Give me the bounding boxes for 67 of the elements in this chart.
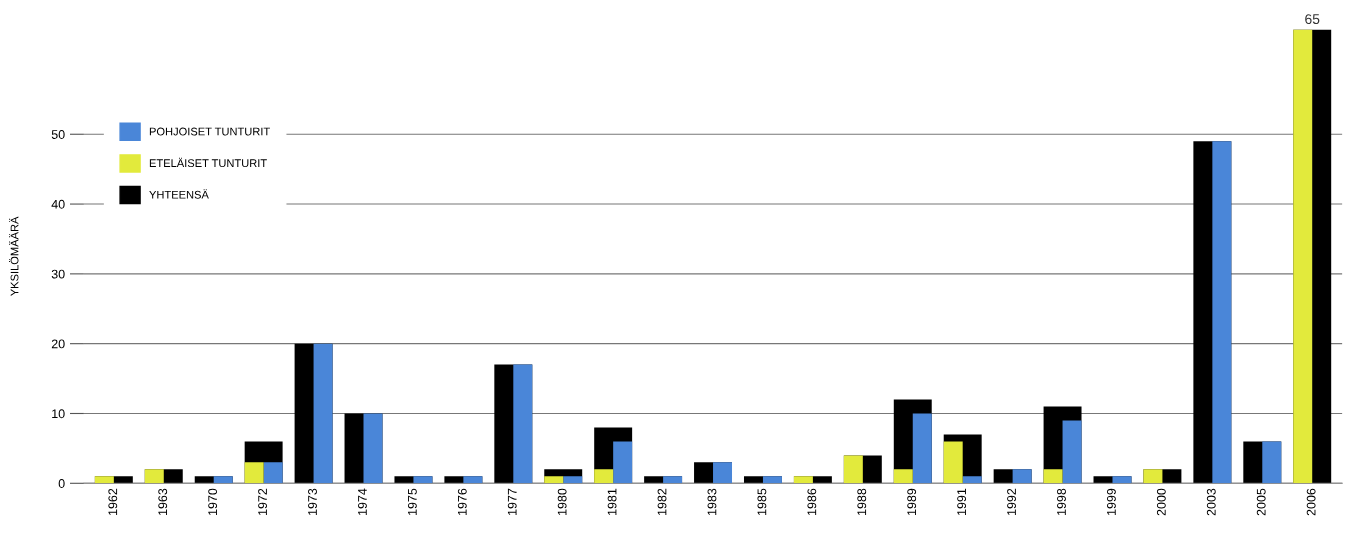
x-tick-label: 2005 <box>1256 488 1266 516</box>
bar <box>594 469 614 484</box>
x-tick-label: 1980 <box>557 488 567 516</box>
x-tick-label: 1973 <box>308 488 317 516</box>
bar <box>843 455 863 484</box>
bar <box>893 469 913 484</box>
y-tick-label: 0 <box>58 479 65 488</box>
legend-label: ETELÄISET TUNTURIT <box>149 157 267 168</box>
x-tick-label: 1989 <box>907 488 917 516</box>
bar <box>244 462 264 484</box>
bar <box>563 476 583 484</box>
y-tick-label: 50 <box>51 130 65 139</box>
legend-label: YHTEENSÄ <box>149 189 209 199</box>
bar <box>793 476 813 484</box>
x-tick-label: 2000 <box>1156 488 1166 516</box>
bar <box>1043 469 1063 484</box>
bar <box>94 476 114 484</box>
x-tick-label: 1976 <box>457 488 467 516</box>
data-label: 65 <box>1305 14 1320 25</box>
bar <box>713 462 733 484</box>
y-axis-title: YKSILÖMÄÄRÄ <box>9 216 19 296</box>
bar <box>144 469 164 484</box>
x-tick-label: 1983 <box>707 488 717 516</box>
bar <box>943 441 963 484</box>
bar <box>613 441 633 484</box>
bar <box>1212 141 1232 484</box>
x-tick-label: 1982 <box>657 488 667 516</box>
x-tick-label: 1986 <box>807 488 817 516</box>
x-tick-label: 1977 <box>507 488 517 516</box>
x-tick-label: 1963 <box>158 488 168 516</box>
x-tick-label: 1999 <box>1106 488 1116 516</box>
bar <box>513 364 533 484</box>
bar <box>1012 469 1032 484</box>
bar <box>663 476 683 484</box>
bar <box>912 413 932 484</box>
bar <box>1062 420 1082 484</box>
x-tick-label: 1975 <box>407 488 417 516</box>
bar <box>213 476 233 484</box>
x-tick-label: 1988 <box>857 488 867 516</box>
bar <box>463 476 483 484</box>
bar <box>544 476 564 484</box>
bar <box>363 413 383 484</box>
bar <box>1143 469 1163 484</box>
x-tick-label: 1981 <box>607 488 617 516</box>
y-tick-label: 40 <box>51 199 65 209</box>
x-tick-label: 1962 <box>108 488 118 516</box>
x-tick-label: 1970 <box>208 488 218 516</box>
x-tick-label: 2006 <box>1306 488 1316 516</box>
bar <box>313 343 333 484</box>
bar <box>1112 476 1132 484</box>
x-tick-label: 1991 <box>957 488 967 516</box>
x-tick-label: 1974 <box>358 488 367 516</box>
bar <box>1293 29 1313 484</box>
y-tick-label: 30 <box>51 269 65 279</box>
y-tick-label: 10 <box>52 409 65 419</box>
bar <box>263 462 283 484</box>
x-tick-label: 1992 <box>1007 488 1016 516</box>
y-tick-label: 20 <box>51 339 65 349</box>
x-tick-label: 1972 <box>258 488 267 516</box>
bar <box>1262 441 1282 484</box>
bar <box>762 476 782 484</box>
x-tick-label: 2003 <box>1206 488 1216 516</box>
bar <box>962 476 982 484</box>
bar <box>413 476 433 484</box>
x-tick-label: 1985 <box>757 488 767 516</box>
x-tick-label: 1998 <box>1057 488 1066 516</box>
legend-label: POHJOISET TUNTURIT <box>149 127 270 136</box>
